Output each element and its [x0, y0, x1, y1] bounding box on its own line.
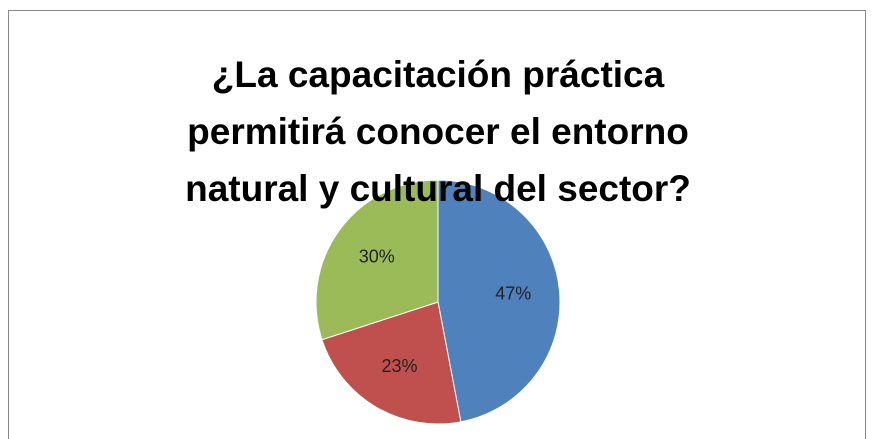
chart-title: natural y cultural del sector?: [185, 168, 691, 209]
labels: 47% 23% 30%: [359, 246, 532, 376]
pie-slice: [321, 301, 462, 425]
chart-title: ¿La capacitación práctica: [212, 54, 665, 95]
title: ¿La capacitación práctica permitirá conoc…: [185, 54, 691, 209]
pie: [315, 179, 561, 425]
chart-title: permitirá conocer el entorno: [187, 111, 689, 152]
value-label: 23%: [381, 356, 417, 376]
value-label: 47%: [495, 284, 531, 304]
value-label: 30%: [359, 246, 395, 266]
pie-slice: [315, 179, 439, 341]
pie-slice: [437, 179, 561, 423]
